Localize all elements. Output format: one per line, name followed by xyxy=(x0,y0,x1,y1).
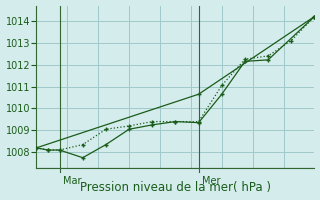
Text: Mer: Mer xyxy=(202,176,220,186)
X-axis label: Pression niveau de la mer( hPa ): Pression niveau de la mer( hPa ) xyxy=(80,181,271,194)
Text: Mar: Mar xyxy=(63,176,82,186)
